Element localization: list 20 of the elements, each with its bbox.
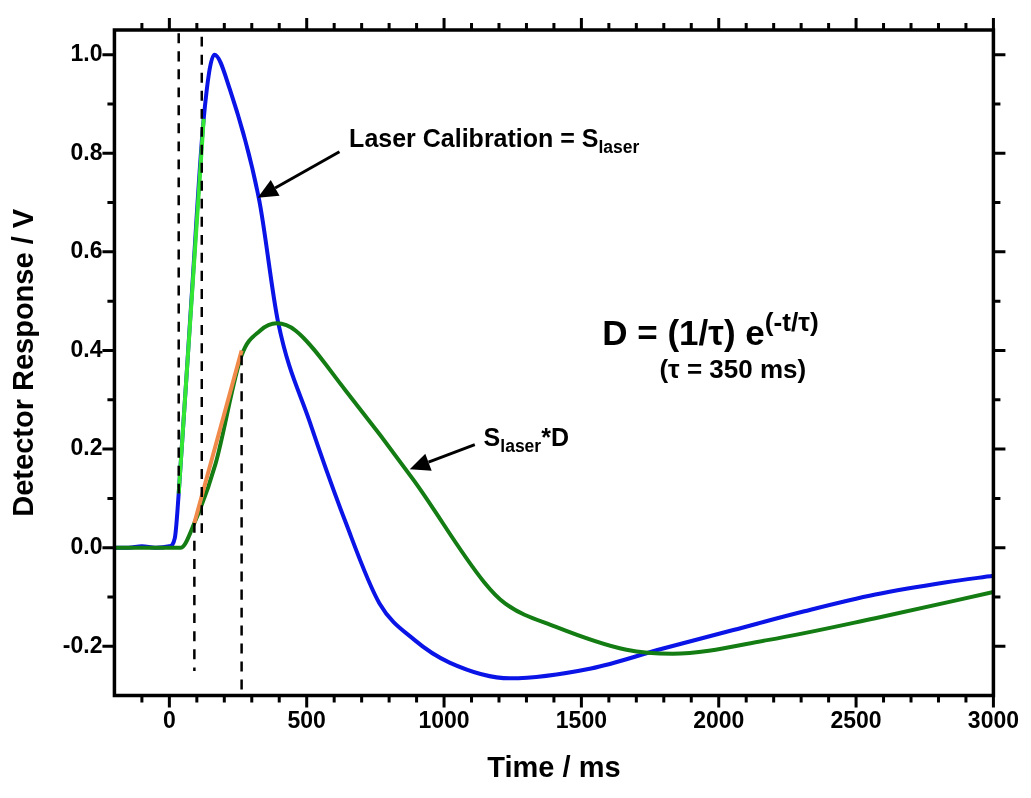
x-tick-label: 1000	[418, 706, 470, 733]
y-tick-label: 0.8	[70, 138, 103, 165]
x-tick-label: 2000	[693, 706, 745, 733]
y-axis-title: Detector Response / V	[7, 208, 40, 517]
y-tick-label: -0.2	[62, 631, 103, 658]
x-axis-title: Time / ms	[487, 750, 621, 783]
x-tick-label: 2500	[830, 706, 882, 733]
y-tick-label: 0.6	[70, 237, 103, 264]
y-tick-label: 0.4	[70, 335, 103, 362]
y-tick-label: 0.2	[70, 434, 103, 461]
y-tick-label: 0.0	[70, 533, 103, 560]
annotation: S$_{laser}$*D	[483, 422, 569, 456]
annotation: Laser Calibration = S$_{laser}$	[349, 124, 640, 158]
annotation: (τ = 350 ms)	[659, 354, 807, 385]
x-tick-label: 3000	[967, 706, 1019, 733]
annotation: D = (1/τ) e$^{(-t/τ)}$	[602, 307, 819, 353]
x-tick-label: 1500	[555, 706, 607, 733]
x-tick-label: 500	[287, 706, 326, 733]
y-tick-label: 1.0	[70, 40, 103, 66]
x-tick-label: 0	[162, 706, 176, 733]
